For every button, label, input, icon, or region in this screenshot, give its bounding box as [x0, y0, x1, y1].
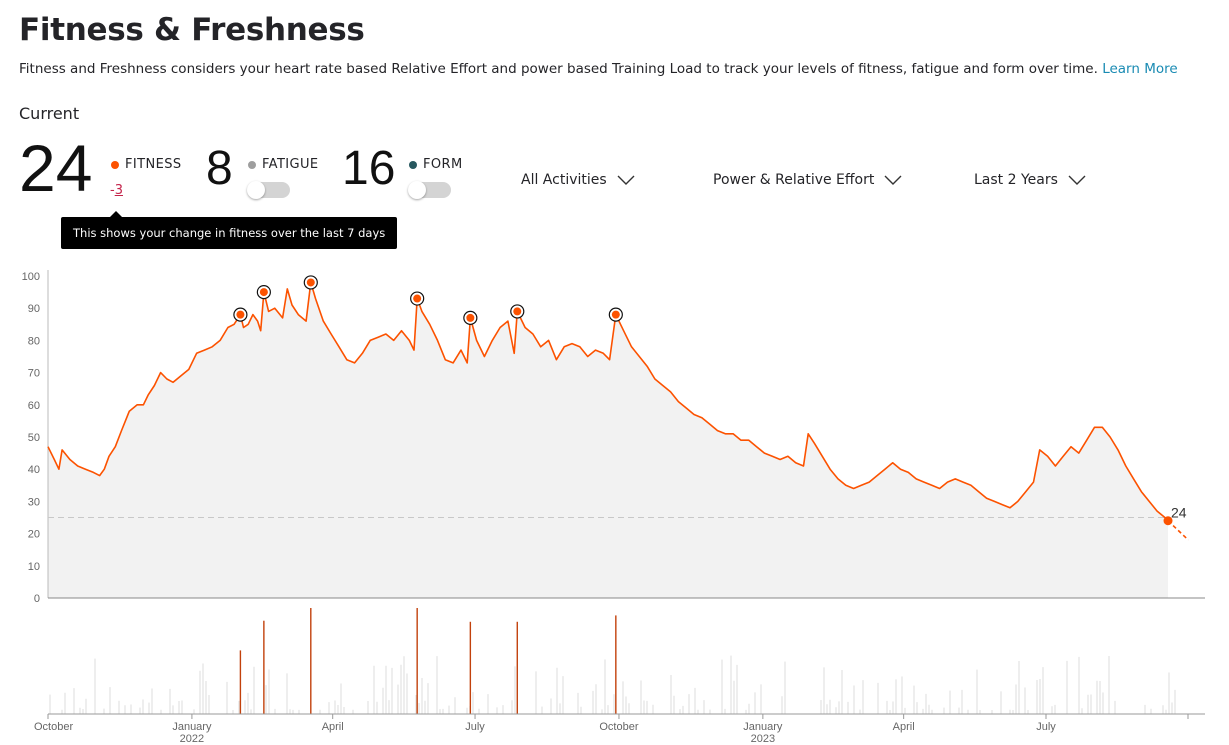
- fitness-line: [47, 281, 1169, 522]
- x-tick-sublabel: 2022: [180, 733, 204, 745]
- fatigue-label: FATIGUE: [262, 157, 319, 172]
- y-tick-label: 100: [22, 271, 40, 283]
- y-tick-label: 10: [28, 561, 40, 573]
- form-label: FORM: [423, 157, 463, 172]
- y-tick-label: 80: [28, 335, 40, 347]
- chevron-down-icon: [1068, 175, 1086, 185]
- x-tick-label: July: [1036, 721, 1056, 733]
- page-description: Fitness and Freshness considers your hea…: [19, 61, 1178, 77]
- peak-marker-dot: [306, 278, 315, 287]
- y-tick-label: 70: [28, 368, 40, 380]
- fatigue-dot-icon: [248, 160, 256, 169]
- peak-marker-dot: [236, 310, 245, 319]
- x-tick-label: July: [465, 721, 485, 733]
- peak-marker-dot: [259, 288, 268, 297]
- activities-dropdown[interactable]: All Activities: [521, 172, 635, 188]
- peak-marker-dot: [513, 307, 522, 316]
- y-tick-label: 60: [28, 400, 40, 412]
- x-tick-label: April: [322, 721, 344, 733]
- x-tick-label: January: [172, 721, 212, 733]
- x-tick-sublabel: 2023: [751, 733, 775, 745]
- peak-marker-dot: [413, 294, 422, 303]
- x-tick-label: January: [743, 721, 783, 733]
- form-dot-icon: [409, 160, 417, 169]
- y-tick-label: 20: [28, 529, 40, 541]
- description-text: Fitness and Freshness considers your hea…: [19, 61, 1098, 77]
- activities-dropdown-label: All Activities: [521, 172, 607, 188]
- y-tick-label: 50: [28, 432, 40, 444]
- form-value: 16: [342, 142, 396, 195]
- learn-more-link[interactable]: Learn More: [1102, 61, 1178, 77]
- current-value-label: 24: [1171, 505, 1187, 521]
- fatigue-legend: FATIGUE: [248, 157, 319, 172]
- tooltip-arrow: [110, 211, 122, 217]
- x-tick-label: October: [34, 721, 73, 733]
- fitness-label: FITNESS: [125, 157, 182, 172]
- form-toggle[interactable]: [408, 181, 451, 199]
- peak-marker-dot: [611, 310, 620, 319]
- x-tick-label: October: [599, 721, 638, 733]
- toggle-knob: [408, 181, 426, 199]
- toggle-knob: [247, 181, 265, 199]
- range-dropdown[interactable]: Last 2 Years: [974, 172, 1086, 188]
- y-tick-label: 90: [28, 303, 40, 315]
- fitness-area: [48, 282, 1168, 598]
- fitness-projection-line: [1167, 520, 1189, 541]
- peak-marker-dot: [466, 313, 475, 322]
- range-dropdown-label: Last 2 Years: [974, 172, 1058, 188]
- chevron-down-icon: [884, 175, 902, 185]
- current-label: Current: [19, 104, 80, 123]
- metric-dropdown-label: Power & Relative Effort: [713, 172, 875, 188]
- form-legend: FORM: [409, 157, 463, 172]
- y-tick-label: 0: [34, 593, 40, 605]
- fitness-change-value: 3: [114, 183, 123, 198]
- fatigue-toggle[interactable]: [247, 181, 290, 199]
- fitness-change[interactable]: -3: [110, 183, 123, 198]
- fatigue-value: 8: [206, 142, 233, 195]
- y-tick-label: 40: [28, 464, 40, 476]
- metric-dropdown[interactable]: Power & Relative Effort: [713, 172, 902, 188]
- fitness-value: 24: [19, 131, 93, 205]
- y-tick-label: 30: [28, 496, 40, 508]
- x-tick-label: April: [893, 721, 915, 733]
- fitness-change-tooltip: This shows your change in fitness over t…: [61, 217, 398, 249]
- chevron-down-icon: [617, 175, 635, 185]
- current-point: [1163, 516, 1173, 526]
- fitness-legend: FITNESS: [111, 157, 182, 172]
- page-title: Fitness & Freshness: [19, 12, 365, 48]
- fitness-change-sign: -: [110, 183, 115, 198]
- fitness-dot-icon: [111, 160, 119, 169]
